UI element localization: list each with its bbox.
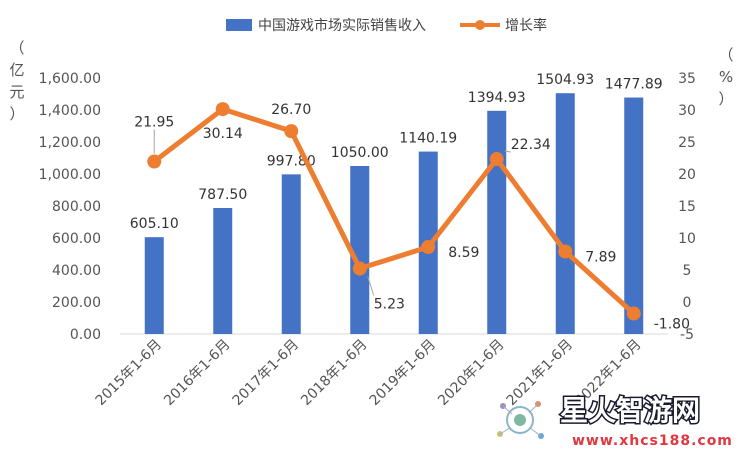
- revenue-bar-label: 1477.89: [605, 77, 663, 93]
- left-axis-tick-label: 0.00: [70, 327, 101, 343]
- growth-rate-point: [558, 244, 573, 259]
- growth-rate-label: 5.23: [374, 297, 405, 313]
- left-axis-tick-label: 1,000.00: [39, 167, 101, 183]
- growth-rate-point: [626, 306, 641, 321]
- x-axis-category-label: 2018年1-6月: [298, 337, 370, 409]
- revenue-bar: [487, 110, 507, 334]
- right-axis-tick-label: 5: [683, 263, 692, 279]
- growth-label-leader-line: [367, 276, 375, 296]
- growth-rate-label: 30.14: [203, 126, 243, 142]
- revenue-bar-label: 1050.00: [331, 145, 389, 161]
- revenue-bar: [281, 174, 301, 334]
- left-axis-tick-label: 800.00: [52, 199, 101, 215]
- revenue-bar-labels: 605.10787.50997.801050.001140.191394.931…: [130, 72, 663, 232]
- growth-rate-label: 22.34: [511, 137, 551, 153]
- revenue-bar: [213, 208, 233, 334]
- watermark-logo: 星火智游网 www.xhcs188.com: [497, 393, 733, 449]
- right-axis-tick-label: 10: [678, 231, 696, 247]
- right-axis-tick-label: 25: [678, 135, 696, 151]
- x-axis-category-label: 2017年1-6月: [230, 337, 302, 409]
- revenue-bar: [144, 237, 164, 334]
- growth-rate-line: [147, 102, 641, 321]
- left-axis-tick-label: 1,200.00: [39, 135, 101, 151]
- growth-rate-point: [284, 124, 299, 139]
- growth-rate-point: [215, 102, 230, 117]
- revenue-bar: [350, 166, 370, 334]
- right-axis-tick-label: 30: [678, 103, 696, 119]
- left-axis-tick-label: 400.00: [52, 263, 101, 279]
- growth-rate-label: -1.80: [654, 317, 690, 333]
- legend-label-revenue: 中国游戏市场实际销售收入: [258, 17, 426, 34]
- right-axis-tick-label: 20: [678, 167, 696, 183]
- growth-rate-label: 21.95: [134, 115, 174, 131]
- right-axis-tick-label: 15: [678, 199, 696, 215]
- left-axis-tick-label: 200.00: [52, 295, 101, 311]
- growth-rate-label: 8.59: [448, 245, 479, 261]
- right-axis-unit-label: （% ）: [718, 46, 733, 108]
- revenue-bar: [555, 93, 575, 334]
- x-axis-category-label: 2015年1-6月: [93, 337, 165, 409]
- left-axis-unit-char: 亿: [9, 61, 24, 79]
- revenue-bar-label: 787.50: [198, 187, 247, 203]
- right-axis-tick-label: 35: [678, 71, 696, 87]
- right-axis-ticks: -5 0 5 10 15 20 25 30 35: [678, 71, 696, 343]
- right-axis-unit-char: ）: [718, 90, 733, 108]
- growth-rate-point: [489, 152, 504, 167]
- right-axis-unit-char: %: [719, 68, 733, 86]
- growth-rate-labels: 21.95 30.14 26.70 5.23 8.59 22.34 7.89 -1.80: [134, 102, 690, 332]
- growth-rate-point: [352, 261, 367, 276]
- watermark-url: www.xhcs188.com: [572, 433, 733, 449]
- revenue-bar-label: 1504.93: [536, 72, 594, 88]
- growth-rate-line-path: [151, 106, 637, 317]
- x-axis-category-label: 2019年1-6月: [367, 337, 439, 409]
- left-axis-unit-char: 元: [9, 83, 24, 101]
- right-axis-tick-label: 0: [683, 295, 692, 311]
- right-axis-tick-label: -5: [680, 327, 694, 343]
- left-axis-tick-label: 1,400.00: [39, 103, 101, 119]
- growth-rate-point: [147, 154, 162, 169]
- revenue-bar: [624, 97, 644, 334]
- legend: 中国游戏市场实际销售收入 增长率: [226, 17, 547, 34]
- left-axis-tick-label: 600.00: [52, 231, 101, 247]
- legend-swatch-growth-marker: [475, 20, 485, 30]
- left-axis-unit-char: （: [9, 39, 24, 57]
- left-axis-unit-label: （ 亿元 ）: [9, 39, 24, 123]
- left-axis-ticks: 0.00 200.00 400.00 600.00 800.00 1,000.00 1,20…: [39, 71, 101, 343]
- growth-rate-label: 26.70: [271, 102, 311, 118]
- x-axis-category-label: 2020年1-6月: [435, 337, 507, 409]
- revenue-bar-label: 605.10: [130, 216, 179, 232]
- legend-label-growth: 增长率: [505, 17, 547, 34]
- watermark-network-icon: [497, 401, 544, 439]
- right-axis-unit-char: （: [718, 46, 733, 64]
- growth-rate-point: [421, 240, 436, 255]
- growth-label-leader-line: [504, 150, 511, 153]
- legend-swatch-revenue: [226, 19, 252, 31]
- x-axis-category-label: 2016年1-6月: [161, 337, 233, 409]
- watermark-name: 星火智游网: [560, 394, 700, 427]
- revenue-bar-label: 1140.19: [399, 131, 457, 147]
- revenue-bar-label: 1394.93: [468, 90, 526, 106]
- left-axis-tick-label: 1,600.00: [39, 71, 101, 87]
- growth-rate-label: 7.89: [585, 250, 616, 266]
- left-axis-unit-char: ）: [9, 105, 24, 123]
